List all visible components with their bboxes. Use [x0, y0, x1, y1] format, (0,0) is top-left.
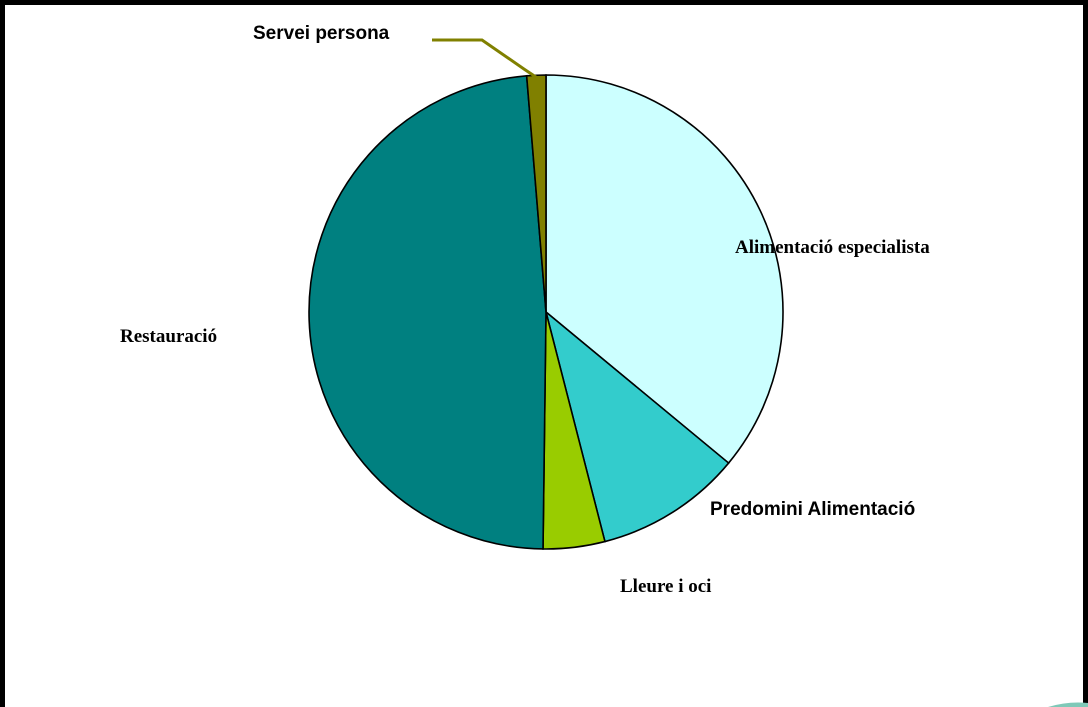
slice-restauracio — [308, 74, 547, 550]
label-lleure-i-oci: Lleure i oci — [620, 576, 711, 597]
corner-decoration — [1048, 702, 1088, 707]
label-predomini-alimentacio: Predomini Alimentació — [710, 499, 915, 520]
label-servei-persona: Servei persona — [253, 23, 390, 44]
leader-line-servei-persona — [432, 38, 538, 79]
slice-alimentacio-especialista — [545, 74, 784, 465]
label-restauracio: Restauració — [120, 326, 217, 347]
slice-servei-persona — [525, 74, 547, 313]
slice-predomini-alimentacio — [544, 309, 730, 543]
label-alimentacio-especialista: Alimentació especialista — [735, 237, 930, 258]
